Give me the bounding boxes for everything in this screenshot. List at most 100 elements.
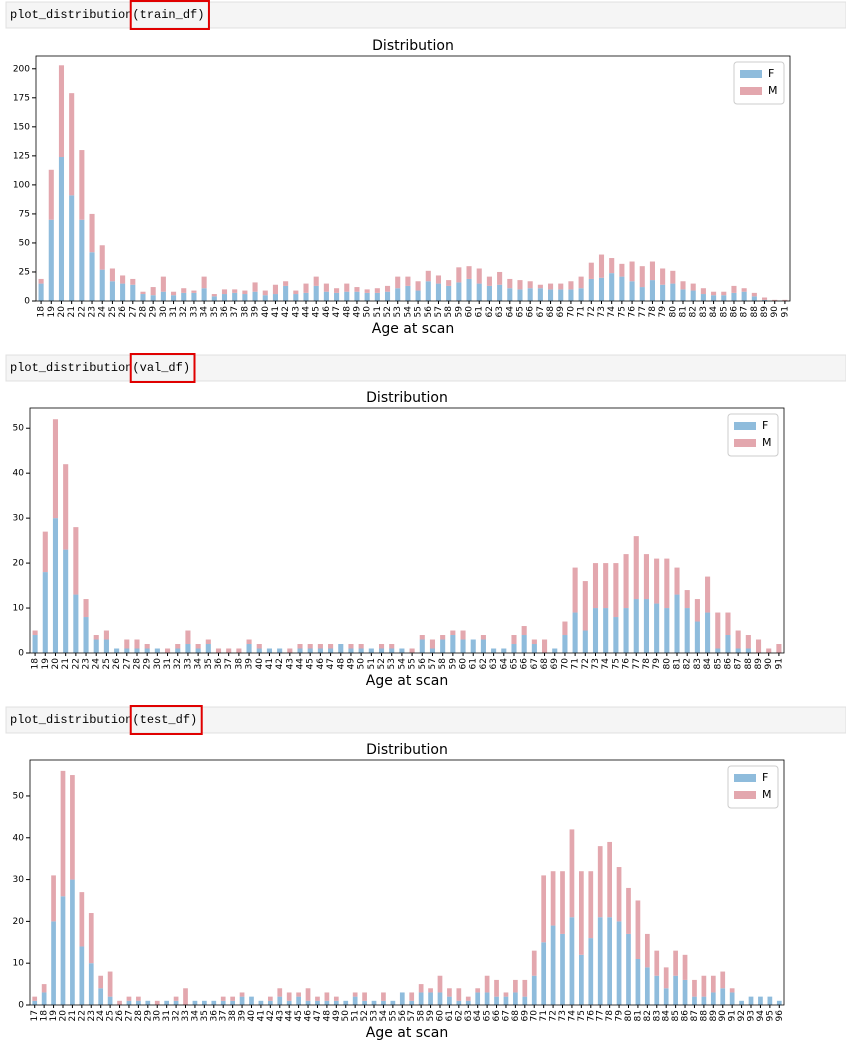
bar-segment bbox=[88, 913, 94, 964]
bar-segment bbox=[334, 288, 340, 293]
bar-segment bbox=[220, 1000, 226, 1005]
bar-segment bbox=[633, 536, 639, 600]
bar-segment bbox=[352, 992, 358, 997]
x-tick-label: 90 bbox=[764, 658, 774, 670]
code-cell bbox=[5, 1, 846, 29]
bar-segment bbox=[415, 290, 421, 301]
x-tick-label: 76 bbox=[622, 658, 632, 670]
x-tick-label: 60 bbox=[465, 306, 475, 318]
x-tick-label: 26 bbox=[118, 306, 128, 318]
bar-segment bbox=[405, 276, 411, 286]
bar-segment bbox=[456, 282, 462, 301]
highlight-box bbox=[129, 0, 210, 30]
bar-segment bbox=[531, 639, 537, 645]
bar-segment bbox=[262, 290, 268, 296]
bar-segment bbox=[710, 975, 716, 993]
bar-segment bbox=[315, 1000, 320, 1005]
x-tick-label: 53 bbox=[387, 658, 397, 669]
bar-segment bbox=[114, 648, 120, 653]
x-tick-label: 89 bbox=[754, 658, 764, 670]
x-tick-label: 44 bbox=[302, 306, 312, 318]
x-tick-label: 26 bbox=[115, 1010, 125, 1022]
x-tick-label: 85 bbox=[713, 658, 723, 669]
bar-segment bbox=[741, 291, 747, 301]
x-tick-label: 71 bbox=[539, 1010, 549, 1021]
x-tick-label: 19 bbox=[41, 658, 51, 670]
x-tick-label: 50 bbox=[341, 1010, 351, 1022]
code-text: plot_distribution(test_df) bbox=[10, 713, 197, 727]
bar-segment bbox=[181, 292, 187, 301]
x-axis-label: Age at scan bbox=[366, 673, 449, 689]
bar-segment bbox=[286, 1000, 292, 1005]
bar-segment bbox=[428, 992, 433, 1005]
bar-segment bbox=[384, 285, 391, 292]
x-tick-label: 58 bbox=[444, 306, 454, 318]
x-tick-label: 23 bbox=[87, 1010, 97, 1021]
chart-title: Distribution bbox=[366, 742, 448, 758]
x-tick-label: 84 bbox=[662, 1010, 672, 1022]
x-tick-label: 38 bbox=[228, 1010, 238, 1022]
bar-segment bbox=[195, 644, 201, 649]
chart-title: Distribution bbox=[366, 390, 448, 406]
y-tick-label: 175 bbox=[13, 93, 30, 103]
code-cell bbox=[5, 354, 846, 382]
y-tick-label: 0 bbox=[24, 297, 30, 307]
x-tick-label: 69 bbox=[556, 306, 566, 318]
bar-segment bbox=[639, 287, 645, 301]
x-tick-label: 22 bbox=[77, 306, 87, 317]
bar-segment bbox=[578, 276, 584, 289]
bar-segment bbox=[597, 846, 603, 918]
bar-segment bbox=[83, 599, 89, 618]
bar-segment bbox=[674, 594, 680, 653]
bar-segment bbox=[619, 263, 625, 277]
bar-segment bbox=[588, 278, 594, 301]
x-tick-label: 34 bbox=[200, 306, 210, 318]
bar-segment bbox=[548, 289, 554, 301]
bar-segment bbox=[729, 988, 735, 993]
bar-segment bbox=[73, 527, 79, 595]
bar-segment bbox=[616, 867, 622, 922]
x-tick-label: 43 bbox=[275, 1010, 285, 1021]
bar-segment bbox=[48, 169, 54, 220]
bar-segment bbox=[32, 630, 38, 636]
x-tick-label: 28 bbox=[138, 306, 148, 318]
x-tick-label: 87 bbox=[740, 306, 750, 317]
bar-segment bbox=[252, 291, 258, 301]
x-tick-label: 78 bbox=[605, 1010, 615, 1022]
bar-segment bbox=[425, 281, 431, 301]
bar-segment bbox=[541, 942, 547, 1005]
bar-segment bbox=[381, 992, 386, 1001]
bar-segment bbox=[673, 950, 678, 976]
legend-label: M bbox=[762, 788, 772, 801]
bar-segment bbox=[384, 291, 391, 301]
bar-segment bbox=[348, 644, 354, 649]
bar-segment bbox=[283, 281, 289, 286]
x-tick-label: 62 bbox=[485, 306, 495, 317]
bar-segment bbox=[690, 283, 696, 291]
bar-segment bbox=[242, 294, 248, 301]
bar-segment bbox=[437, 975, 443, 993]
x-tick-label: 71 bbox=[577, 306, 587, 317]
x-tick-label: 68 bbox=[546, 306, 556, 318]
bar-segment bbox=[603, 563, 609, 609]
x-tick-label: 29 bbox=[143, 658, 153, 670]
bar-segment bbox=[460, 639, 466, 653]
x-tick-label: 64 bbox=[505, 306, 515, 318]
x-tick-label: 79 bbox=[658, 306, 668, 318]
x-tick-label: 25 bbox=[106, 1010, 116, 1021]
bar-segment bbox=[705, 576, 711, 613]
bar-segment bbox=[522, 979, 528, 997]
bar-segment bbox=[303, 292, 309, 301]
x-tick-label: 61 bbox=[445, 1010, 455, 1021]
x-tick-label: 75 bbox=[611, 658, 621, 669]
bar-segment bbox=[38, 283, 44, 301]
bar-segment bbox=[700, 288, 706, 295]
bar-segment bbox=[338, 644, 344, 653]
bar-segment bbox=[183, 988, 188, 1005]
x-tick-label: 55 bbox=[388, 1010, 398, 1021]
bar-segment bbox=[150, 287, 156, 296]
bar-segment bbox=[684, 608, 690, 653]
y-tick-label: 50 bbox=[13, 791, 25, 801]
bar-segment bbox=[629, 261, 635, 282]
x-tick-label: 84 bbox=[709, 306, 719, 318]
